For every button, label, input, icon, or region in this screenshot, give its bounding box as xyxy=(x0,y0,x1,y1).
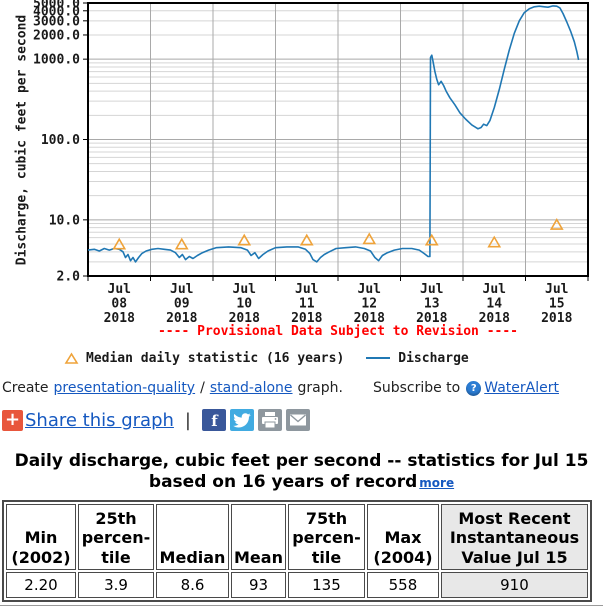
envelope-glyph xyxy=(290,414,306,426)
daily-statistics-table: Min (2002) 25th percen- tile Median Mean… xyxy=(2,499,592,602)
col-75th-header: 75th percen- tile xyxy=(287,503,365,570)
addthis-plus-icon[interactable]: + xyxy=(2,409,23,431)
share-separator: | xyxy=(184,409,191,431)
legend-discharge-label: Discharge xyxy=(398,350,469,366)
provisional-data-notice: ---- Provisional Data Subject to Revisio… xyxy=(157,324,519,339)
facebook-icon[interactable]: f xyxy=(202,409,226,431)
percentile75-value: 135 xyxy=(287,571,365,598)
facebook-glyph: f xyxy=(211,412,219,430)
stats-title-line1: Daily discharge, cubic feet per second -… xyxy=(14,451,589,471)
chart-legend: Median daily statistic (16 years) Discha… xyxy=(64,349,603,367)
median-triangle-icon xyxy=(64,351,79,364)
daily-statistics-section: Daily discharge, cubic feet per second -… xyxy=(0,451,603,606)
discharge-line-icon xyxy=(366,357,391,359)
svg-text:1000.0: 1000.0 xyxy=(33,53,80,68)
twitter-icon[interactable] xyxy=(230,409,254,431)
svg-text:4000.0: 4000.0 xyxy=(33,4,80,19)
wateralert-link[interactable]: WaterAlert xyxy=(484,380,559,396)
share-row: + Share this graph | f xyxy=(2,409,603,431)
col-most-recent-header: Most Recent Instantaneous Value Jul 15 xyxy=(440,503,588,570)
stand-alone-link[interactable]: stand-alone xyxy=(209,380,293,396)
legend-median-label: Median daily statistic (16 years) xyxy=(86,350,345,366)
mean-value: 93 xyxy=(231,571,286,598)
help-icon[interactable]: ? xyxy=(466,380,482,396)
stats-value-row: 2.20 3.9 8.6 93 135 558 910 xyxy=(6,571,588,598)
presentation-quality-link[interactable]: presentation-quality xyxy=(53,380,196,396)
max-value: 558 xyxy=(366,571,439,598)
svg-text:f: f xyxy=(211,412,219,430)
svg-text:5000.0: 5000.0 xyxy=(33,0,80,12)
col-median-header: Median xyxy=(156,503,229,570)
svg-text:3000.0: 3000.0 xyxy=(33,14,80,29)
most-recent-value: 910 xyxy=(440,571,588,598)
slash-separator: / xyxy=(200,380,205,396)
discharge-line xyxy=(87,5,580,263)
discharge-hydrograph: 5000.0 4000.0 3000.0 2000.0 1000.0 100.0 10.0 2… xyxy=(14,0,589,339)
stats-header-row: Min (2002) 25th percen- tile Median Mean… xyxy=(6,503,588,570)
stats-title: Daily discharge, cubic feet per second -… xyxy=(0,451,603,494)
median-markers xyxy=(112,218,564,250)
bottom-divider xyxy=(0,604,603,606)
min-value: 2.20 xyxy=(6,571,76,598)
svg-text:2000.0: 2000.0 xyxy=(33,28,80,43)
email-icon[interactable] xyxy=(286,409,310,431)
svg-text:10.0: 10.0 xyxy=(49,213,80,228)
stats-title-line2: based on 16 years of record more xyxy=(148,472,455,493)
svg-text:100.0: 100.0 xyxy=(41,133,80,148)
col-min-header: Min (2002) xyxy=(6,503,76,570)
graph-options-row: Create presentation-quality / stand-alon… xyxy=(2,380,603,396)
svg-text:2.0: 2.0 xyxy=(57,270,81,285)
percentile25-value: 3.9 xyxy=(78,571,154,598)
more-link[interactable]: more xyxy=(419,476,455,491)
y-axis-title: Discharge, cubic feet per second xyxy=(14,14,30,266)
col-25th-header: 25th percen- tile xyxy=(78,503,154,570)
axis-ticks xyxy=(83,2,589,281)
major-gridlines xyxy=(88,3,588,276)
share-this-graph-link[interactable]: Share this graph xyxy=(25,409,174,431)
subscribe-text: Subscribe to xyxy=(372,380,461,396)
col-mean-header: Mean xyxy=(231,503,286,570)
median-value: 8.6 xyxy=(156,571,229,598)
create-text: Create xyxy=(2,380,49,396)
printer-glyph xyxy=(262,412,278,429)
col-max-header: Max (2004) xyxy=(366,503,439,570)
twitter-bird-glyph xyxy=(233,413,251,428)
print-icon[interactable] xyxy=(258,409,282,431)
graph-text: graph. xyxy=(297,380,343,396)
